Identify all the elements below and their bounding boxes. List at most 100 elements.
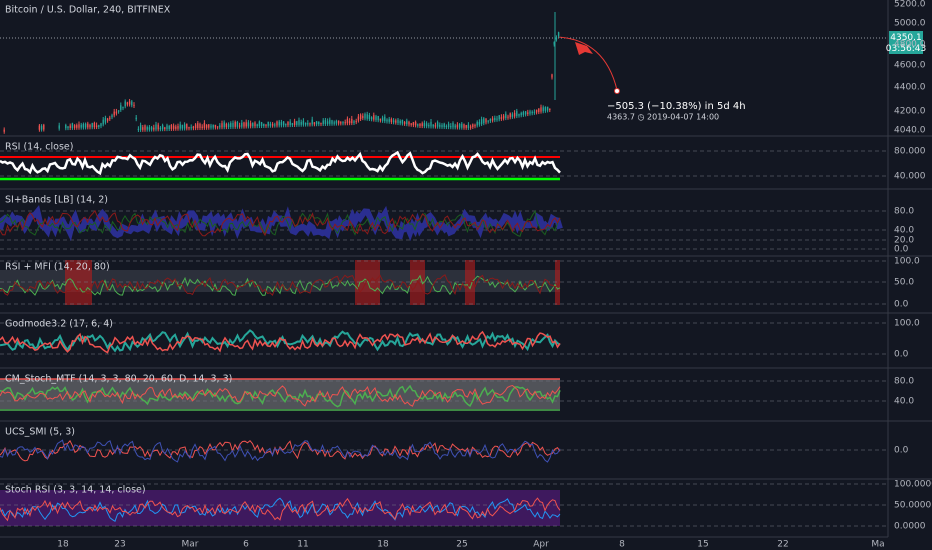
candle-body	[58, 125, 60, 129]
candle-body	[450, 126, 452, 128]
candle-body	[397, 119, 399, 123]
candle-body	[188, 127, 190, 129]
candle-body	[221, 123, 223, 128]
candle-body	[210, 125, 212, 128]
candle-body	[401, 120, 404, 124]
candle-body	[104, 118, 107, 123]
candle-body	[478, 121, 481, 125]
indicator-line	[0, 274, 561, 296]
candle-body	[390, 118, 393, 123]
candle-body	[227, 124, 230, 128]
candle-body	[197, 123, 199, 129]
candle-body	[513, 112, 516, 117]
price-axis-label: 4600.0	[894, 61, 926, 71]
candle-body	[494, 117, 496, 121]
projection-arrow	[557, 36, 618, 91]
time-axis-label: 11	[297, 540, 308, 550]
candle-body	[342, 121, 344, 124]
pane-title: RSI (14, close)	[5, 142, 73, 153]
candle-body	[289, 121, 291, 126]
candle-body	[452, 122, 454, 128]
candle-body	[505, 113, 507, 119]
price-axis-label: 5000.0	[894, 19, 926, 29]
indicator-line	[0, 439, 561, 462]
pane-axis-label: 40.0	[894, 226, 914, 236]
candle-body	[216, 126, 219, 128]
measure-label: −505.3 (−10.38%) in 5d 4h	[607, 101, 746, 112]
candle-body	[500, 117, 503, 119]
indicator-line	[0, 274, 561, 296]
candle-body	[540, 107, 542, 112]
candle-body	[430, 121, 432, 127]
candle-body	[300, 122, 302, 125]
candle-body	[472, 124, 474, 128]
countdown-text: 03:56:43	[886, 44, 926, 54]
candle-body	[441, 125, 443, 127]
candle-body	[263, 123, 265, 126]
candle-body	[199, 123, 201, 128]
candle-body	[201, 126, 203, 128]
pane-axis-label: 50.0	[894, 278, 914, 288]
candle-body	[529, 111, 531, 114]
candle-body	[172, 125, 175, 129]
indicator-line	[0, 384, 561, 407]
candle-body	[555, 37, 558, 40]
candle-body	[302, 120, 305, 125]
indicator-line	[0, 209, 561, 237]
candle-body	[480, 119, 483, 124]
candle-body	[223, 122, 225, 128]
candle-body	[258, 121, 261, 127]
candle-body	[146, 127, 148, 130]
pane-axis-label: 100.0	[894, 319, 920, 329]
candle-body	[117, 110, 120, 112]
pane-axis-label: 0.0	[894, 300, 909, 310]
candle-body	[326, 121, 329, 124]
candle-body	[137, 128, 140, 130]
candle-body	[3, 129, 5, 132]
indicator-line	[0, 384, 561, 408]
candle-body	[84, 123, 87, 128]
pane-axis-label: 100.0000	[894, 480, 932, 490]
pane-axis-label: 80.000	[894, 147, 926, 157]
candle-body	[313, 122, 316, 125]
candle-body	[87, 123, 89, 128]
candle-body	[153, 127, 155, 130]
candle-body	[269, 123, 272, 126]
candle-body	[155, 124, 157, 130]
candle-body	[43, 124, 45, 130]
time-axis-label: 6	[243, 540, 249, 550]
price-tag	[889, 31, 923, 43]
candle-body	[337, 120, 340, 124]
candle-body	[293, 121, 296, 125]
time-axis-label: 18	[57, 540, 69, 550]
candle-body	[234, 121, 236, 127]
candle-body	[183, 124, 186, 129]
candle-body	[291, 123, 294, 126]
price-axis-label: 4400.0	[894, 83, 926, 93]
candle-body	[368, 114, 371, 120]
pane-title: SI+Bands [LB] (14, 2)	[5, 195, 108, 206]
candle-body	[445, 125, 448, 128]
indicator-line	[0, 329, 561, 353]
candle-body	[274, 124, 276, 126]
candle-body	[106, 118, 109, 121]
candle-body	[260, 122, 263, 127]
candle-body	[384, 116, 386, 122]
time-axis-label: 15	[697, 540, 708, 550]
candle-body	[412, 122, 415, 126]
candle-body	[82, 124, 85, 128]
candle-body	[80, 124, 82, 128]
candle-body	[76, 125, 78, 128]
candle-body	[133, 104, 135, 106]
candle-body	[161, 125, 164, 130]
candle-body	[203, 122, 206, 128]
price-axis-label: 5200.0	[894, 0, 926, 10]
candle-body	[463, 124, 465, 128]
candle-body	[109, 117, 111, 119]
candle-body	[329, 119, 331, 124]
candle-body	[135, 117, 137, 120]
candle-body	[476, 121, 478, 126]
candle-body	[399, 121, 401, 124]
pane-title: UCS_SMI (5, 3)	[5, 427, 75, 438]
